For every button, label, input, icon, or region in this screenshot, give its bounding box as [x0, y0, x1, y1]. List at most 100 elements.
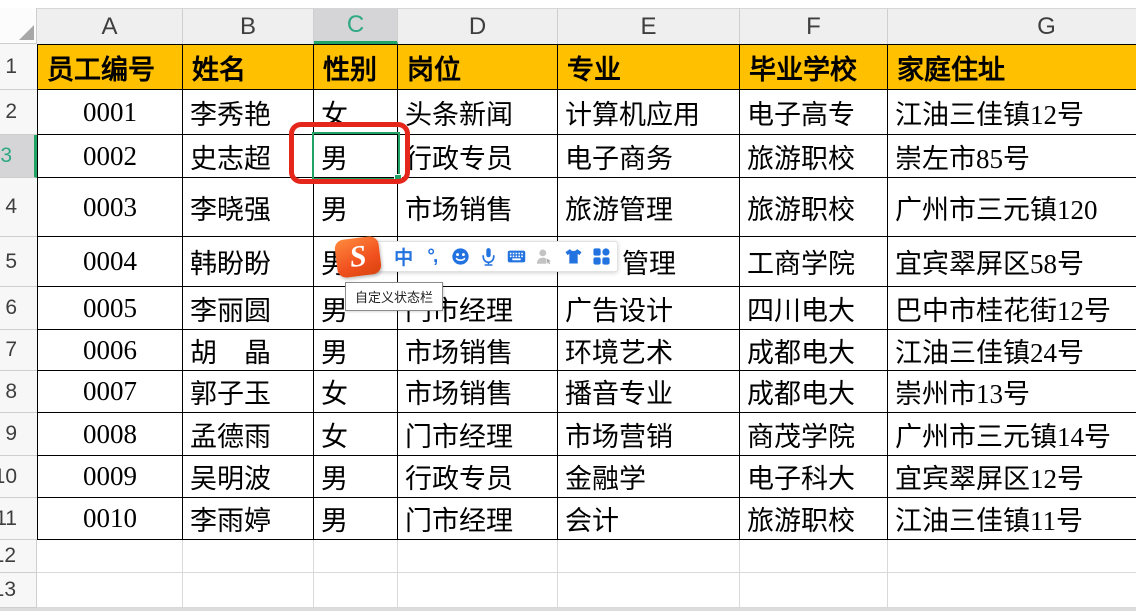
cell-B11[interactable]: 李雨婷	[183, 498, 314, 540]
cell-A11[interactable]: 0010	[37, 498, 183, 540]
cell-A4[interactable]: 0003	[37, 178, 183, 237]
cell-C11[interactable]: 男	[314, 498, 398, 540]
cell-D4[interactable]: 市场销售	[398, 178, 558, 237]
cell-G4[interactable]: 广州市三元镇120	[888, 178, 1136, 237]
sogou-logo-icon[interactable]: S	[333, 235, 383, 279]
cell-F13[interactable]	[740, 573, 888, 608]
cell-G7[interactable]: 江油三佳镇24号	[888, 330, 1136, 371]
punctuation-icon[interactable]: °,	[427, 245, 438, 267]
cell-E10[interactable]: 金融学	[558, 456, 740, 498]
col-header-E[interactable]: E	[558, 8, 740, 44]
cell-E9[interactable]: 市场营销	[558, 413, 740, 456]
cell-F7[interactable]: 成都电大	[740, 330, 888, 371]
cell-F6[interactable]: 四川电大	[740, 287, 888, 330]
cell-A10[interactable]: 0009	[37, 456, 183, 498]
cell-B6[interactable]: 李丽圆	[183, 287, 314, 330]
cell-A2[interactable]: 0001	[37, 90, 183, 135]
cell-F10[interactable]: 电子科大	[740, 456, 888, 498]
col-header-F[interactable]: F	[740, 8, 888, 44]
cell-G8[interactable]: 崇州市13号	[888, 371, 1136, 413]
voice-input-icon[interactable]	[479, 247, 498, 267]
cell-C7[interactable]: 男	[314, 330, 398, 371]
cell-C8[interactable]: 女	[314, 371, 398, 413]
cell-E6[interactable]: 广告设计	[558, 287, 740, 330]
emoji-icon[interactable]	[451, 247, 470, 267]
cell-E7[interactable]: 环境艺术	[558, 330, 740, 371]
cell-F11[interactable]: 旅游职校	[740, 498, 888, 540]
cell-F3[interactable]: 旅游职校	[740, 135, 888, 178]
cell-D10[interactable]: 行政专员	[398, 456, 558, 498]
cell-G5[interactable]: 宜宾翠屏区58号	[888, 237, 1136, 287]
cell-E12[interactable]	[558, 540, 740, 573]
cell-E11[interactable]: 会计	[558, 498, 740, 540]
cell-A5[interactable]: 0004	[37, 237, 183, 287]
row-header-2[interactable]: 2	[0, 90, 37, 135]
cell-B2[interactable]: 李秀艳	[183, 90, 314, 135]
cell-A8[interactable]: 0007	[37, 371, 183, 413]
col-header-D[interactable]: D	[398, 8, 558, 44]
col-header-C[interactable]: C	[314, 8, 398, 44]
cell-C13[interactable]	[314, 573, 398, 608]
row-header-10[interactable]: 10	[0, 456, 37, 498]
row-header-13[interactable]: 13	[0, 573, 37, 608]
cell-B4[interactable]: 李晓强	[183, 178, 314, 237]
cell-B8[interactable]: 郭子玉	[183, 371, 314, 413]
cell-F5[interactable]: 工商学院	[740, 237, 888, 287]
row-header-7[interactable]: 7	[0, 330, 37, 371]
cell-E8[interactable]: 播音专业	[558, 371, 740, 413]
row-header-8[interactable]: 8	[0, 371, 37, 413]
col-header-B[interactable]: B	[183, 8, 314, 44]
cell-G13[interactable]	[888, 573, 1136, 608]
toolbox-icon[interactable]	[592, 247, 611, 267]
cell-E2[interactable]: 计算机应用	[558, 90, 740, 135]
cell-F4[interactable]: 旅游职校	[740, 178, 888, 237]
cell-A13[interactable]	[37, 573, 183, 608]
cell-D2[interactable]: 头条新闻	[398, 90, 558, 135]
cell-B5[interactable]: 韩盼盼	[183, 237, 314, 287]
row-header-3[interactable]: 3	[0, 135, 37, 178]
cell-D1[interactable]: 岗位	[398, 44, 558, 90]
cell-A3[interactable]: 0002	[37, 135, 183, 178]
cell-B1[interactable]: 姓名	[183, 44, 314, 90]
cell-F12[interactable]	[740, 540, 888, 573]
cell-B13[interactable]	[183, 573, 314, 608]
select-all-corner[interactable]	[0, 8, 37, 44]
row-header-1[interactable]: 1	[0, 44, 37, 90]
row-header-9[interactable]: 9	[0, 413, 37, 456]
cell-E4[interactable]: 旅游管理	[558, 178, 740, 237]
cell-D7[interactable]: 市场销售	[398, 330, 558, 371]
cell-C12[interactable]	[314, 540, 398, 573]
cell-A6[interactable]: 0005	[37, 287, 183, 330]
cell-G9[interactable]: 广州市三元镇14号	[888, 413, 1136, 456]
row-header-12[interactable]: 12	[0, 540, 37, 573]
cell-D13[interactable]	[398, 573, 558, 608]
row-header-4[interactable]: 4	[0, 178, 37, 237]
cell-C9[interactable]: 女	[314, 413, 398, 456]
col-header-G[interactable]: G	[888, 8, 1136, 44]
cell-F8[interactable]: 成都电大	[740, 371, 888, 413]
cell-B12[interactable]	[183, 540, 314, 573]
cell-G3[interactable]: 崇左市85号	[888, 135, 1136, 178]
cell-G10[interactable]: 宜宾翠屏区12号	[888, 456, 1136, 498]
col-header-A[interactable]: A	[37, 8, 183, 44]
cell-B7[interactable]: 胡 晶	[183, 330, 314, 371]
cell-G6[interactable]: 巴中市桂花街12号	[888, 287, 1136, 330]
cell-A9[interactable]: 0008	[37, 413, 183, 456]
cell-G2[interactable]: 江油三佳镇12号	[888, 90, 1136, 135]
cell-A1[interactable]: 员工编号	[37, 44, 183, 90]
cell-D12[interactable]	[398, 540, 558, 573]
cell-D9[interactable]: 门市经理	[398, 413, 558, 456]
cell-F1[interactable]: 毕业学校	[740, 44, 888, 90]
cell-F2[interactable]: 电子高专	[740, 90, 888, 135]
cell-C3[interactable]: 男	[314, 135, 398, 178]
account-icon[interactable]	[535, 247, 554, 267]
cell-C10[interactable]: 男	[314, 456, 398, 498]
skin-icon[interactable]	[564, 247, 583, 267]
row-header-5[interactable]: 5	[0, 237, 37, 287]
row-header-11[interactable]: 11	[0, 498, 37, 540]
cell-B10[interactable]: 吴明波	[183, 456, 314, 498]
cell-G1[interactable]: 家庭住址	[888, 44, 1136, 90]
soft-keyboard-icon[interactable]	[507, 247, 526, 267]
cell-C4[interactable]: 男	[314, 178, 398, 237]
cell-E3[interactable]: 电子商务	[558, 135, 740, 178]
